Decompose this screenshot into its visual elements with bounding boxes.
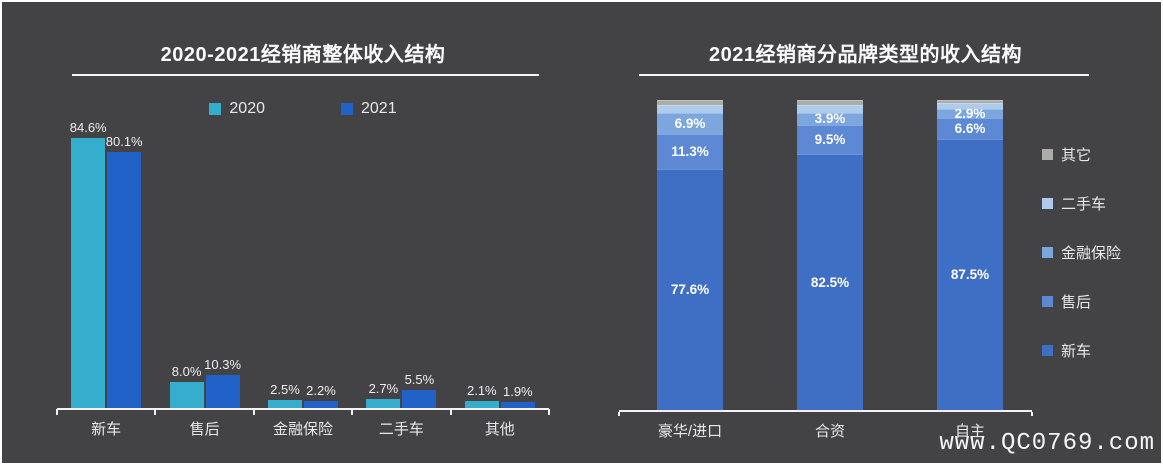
- segment-其它-豪华/进口: [657, 100, 723, 106]
- segment-value-label: 3.9%: [814, 111, 846, 127]
- value-label: 2.1%: [466, 383, 497, 399]
- left-chart-legend: 2020 2021: [57, 100, 549, 118]
- bar-2020-售后: [169, 382, 204, 408]
- segment-二手车-合资: [797, 104, 863, 113]
- category-label-二手车: 二手车: [378, 421, 424, 438]
- value-label: 2.2%: [306, 382, 336, 398]
- bar-2021-新车: [107, 152, 142, 408]
- right-chart-legend: 其它二手车金融保险售后新车: [1042, 144, 1121, 389]
- legend-item-2021: 2021: [341, 100, 397, 118]
- segment-其它-合资: [797, 100, 863, 105]
- segment-value-label: 82.5%: [810, 274, 850, 290]
- category-label-售后: 售后: [189, 421, 220, 438]
- axis-tick: [154, 409, 157, 415]
- legend-label: 其它: [1061, 147, 1092, 164]
- value-label: 10.3%: [204, 357, 242, 373]
- bar-2020-新车: [71, 138, 106, 408]
- segment-二手车-自主: [937, 103, 1003, 110]
- segment-value-label: 11.3%: [671, 144, 709, 160]
- legend-item-二手车: 二手车: [1042, 193, 1121, 214]
- left-title-underline: [72, 74, 539, 76]
- legend-swatch-二手车: [1042, 198, 1053, 209]
- value-label: 84.6%: [69, 120, 107, 135]
- segment-value-label: 87.5%: [950, 266, 990, 282]
- axis-tick: [618, 412, 620, 416]
- axis-tick: [351, 409, 354, 415]
- legend-label: 售后: [1061, 294, 1092, 311]
- segment-金融保险-自主: 2.9%: [937, 106, 1003, 122]
- x-axis: [619, 410, 1032, 412]
- watermark: www.QC0769.com: [939, 430, 1155, 457]
- axis-tick: [56, 409, 58, 415]
- axis-tick: [449, 409, 452, 415]
- segment-其它-自主: [937, 100, 1003, 104]
- left-chart-title: 2020-2021经销商整体收入结构: [160, 44, 446, 66]
- segment-value-label: 9.5%: [814, 132, 846, 148]
- legend-label: 2021: [361, 100, 397, 117]
- left-chart-plot: 84.6% 80.1% 新车 8.0% 10.3% 售后 2.5% 2.2% 金融保险 2.7% 5…: [56, 114, 550, 438]
- bar-2020-二手车: [366, 399, 401, 408]
- legend-label: 2020: [229, 100, 265, 117]
- legend-swatch-售后: [1042, 296, 1053, 307]
- value-label: 80.1%: [105, 134, 143, 150]
- legend-item-其它: 其它: [1042, 144, 1121, 165]
- bar-2020-金融保险: [268, 400, 302, 408]
- segment-金融保险-合资: 3.9%: [797, 111, 863, 127]
- segment-value-label: 2.9%: [954, 106, 986, 122]
- value-label: 2.5%: [270, 382, 300, 398]
- legend-swatch-金融保险: [1042, 247, 1053, 258]
- axis-tick: [1031, 412, 1033, 416]
- legend-item-金融保险: 金融保险: [1042, 242, 1121, 263]
- legend-label: 新车: [1061, 343, 1092, 360]
- segment-value-label: 77.6%: [670, 282, 710, 298]
- legend-label: 金融保险: [1061, 245, 1122, 262]
- segment-value-label: 6.6%: [954, 121, 986, 137]
- bar-2021-其他: [500, 401, 535, 408]
- segment-二手车-豪华/进口: [657, 105, 723, 114]
- legend-swatch-其它: [1042, 149, 1053, 160]
- bar-2021-售后: [205, 375, 240, 408]
- value-label: 1.9%: [502, 383, 533, 399]
- legend-label: 二手车: [1061, 196, 1107, 213]
- segment-售后-自主: 6.6%: [937, 118, 1003, 139]
- legend-swatch-新车: [1042, 345, 1053, 356]
- category-label-合资: 合资: [814, 423, 846, 440]
- segment-新车-自主: 87.5%: [937, 138, 1003, 410]
- right-title-underline: [639, 74, 1089, 76]
- bar-2021-二手车: [402, 390, 437, 408]
- segment-新车-豪华/进口: 77.6%: [657, 169, 723, 410]
- legend-item-新车: 新车: [1042, 340, 1121, 361]
- segment-value-label: 6.9%: [674, 116, 706, 132]
- category-label-新车: 新车: [91, 421, 122, 438]
- x-axis: [57, 408, 549, 410]
- axis-tick: [252, 409, 255, 415]
- segment-金融保险-豪华/进口: 6.9%: [657, 113, 723, 135]
- category-label-自主: 自主: [954, 423, 986, 440]
- segment-售后-合资: 9.5%: [797, 124, 863, 155]
- right-chart-title: 2021经销商分品牌类型的收入结构: [709, 44, 1022, 66]
- legend-item-2020: 2020: [209, 100, 265, 118]
- category-label-其他: 其他: [484, 421, 515, 438]
- category-label-金融保险: 金融保险: [272, 421, 334, 438]
- value-label: 2.7%: [368, 381, 399, 397]
- axis-tick: [548, 409, 550, 415]
- bar-2021-金融保险: [304, 400, 338, 408]
- segment-售后-豪华/进口: 11.3%: [657, 134, 723, 170]
- legend-swatch-2021: [341, 103, 353, 115]
- legend-swatch-2020: [209, 103, 222, 115]
- right-chart-plot: 77.6% 11.3% 6.9% 豪华/进口 82.5% 9.5% 3.9% 合资 87.5% 6…: [618, 100, 1033, 440]
- value-label: 8.0%: [171, 364, 202, 380]
- category-label-豪华/进口: 豪华/进口: [657, 423, 723, 440]
- bar-2020-其他: [464, 401, 499, 408]
- value-label: 5.5%: [404, 372, 435, 388]
- segment-新车-合资: 82.5%: [797, 154, 863, 410]
- legend-item-售后: 售后: [1042, 291, 1121, 312]
